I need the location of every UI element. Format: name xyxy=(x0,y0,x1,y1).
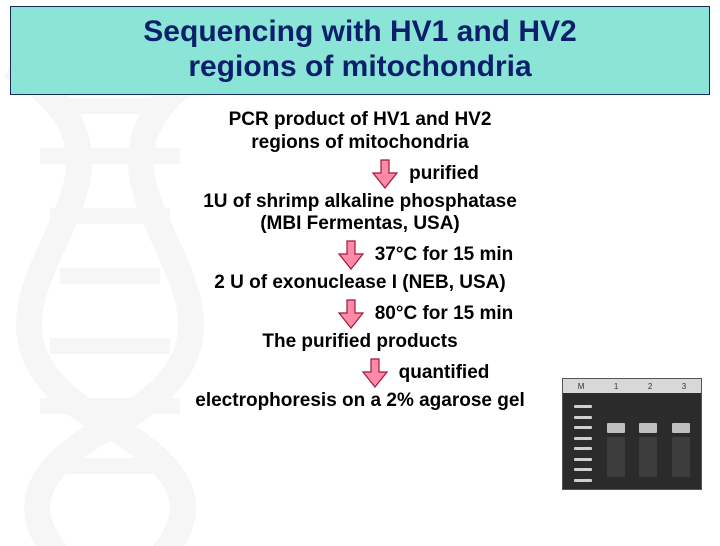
flow-arrow-row-1: 37°C for 15 min xyxy=(0,240,720,270)
flow-arrow-row-0: purified xyxy=(0,159,720,189)
down-arrow-icon xyxy=(337,299,365,329)
flow-step-3: The purified products xyxy=(80,331,640,354)
flow-step-0: PCR product of HV1 and HV2regions of mit… xyxy=(80,109,640,155)
flow-arrow-label-3: quantified xyxy=(399,362,490,384)
flow-arrow-row-3: quantified xyxy=(0,358,720,388)
flow-step-1: 1U of shrimp alkaline phosphatase(MBI Fe… xyxy=(80,191,640,237)
title-line-1: Sequencing with HV1 and HV2 xyxy=(21,15,699,50)
flow-arrow-label-1: 37°C for 15 min xyxy=(375,244,514,266)
down-arrow-icon xyxy=(371,159,399,189)
title-box: Sequencing with HV1 and HV2 regions of m… xyxy=(10,6,710,95)
down-arrow-icon xyxy=(337,240,365,270)
flow-arrow-label-0: purified xyxy=(409,163,479,185)
title-line-2: regions of mitochondria xyxy=(21,50,699,85)
flow-content: PCR product of HV1 and HV2regions of mit… xyxy=(0,109,720,413)
flow-step-4: electrophoresis on a 2% agarose gel xyxy=(80,390,640,413)
down-arrow-icon xyxy=(361,358,389,388)
flow-arrow-row-2: 80°C for 15 min xyxy=(0,299,720,329)
flow-arrow-label-2: 80°C for 15 min xyxy=(375,303,514,325)
flow-step-2: 2 U of exonuclease I (NEB, USA) xyxy=(80,272,640,295)
